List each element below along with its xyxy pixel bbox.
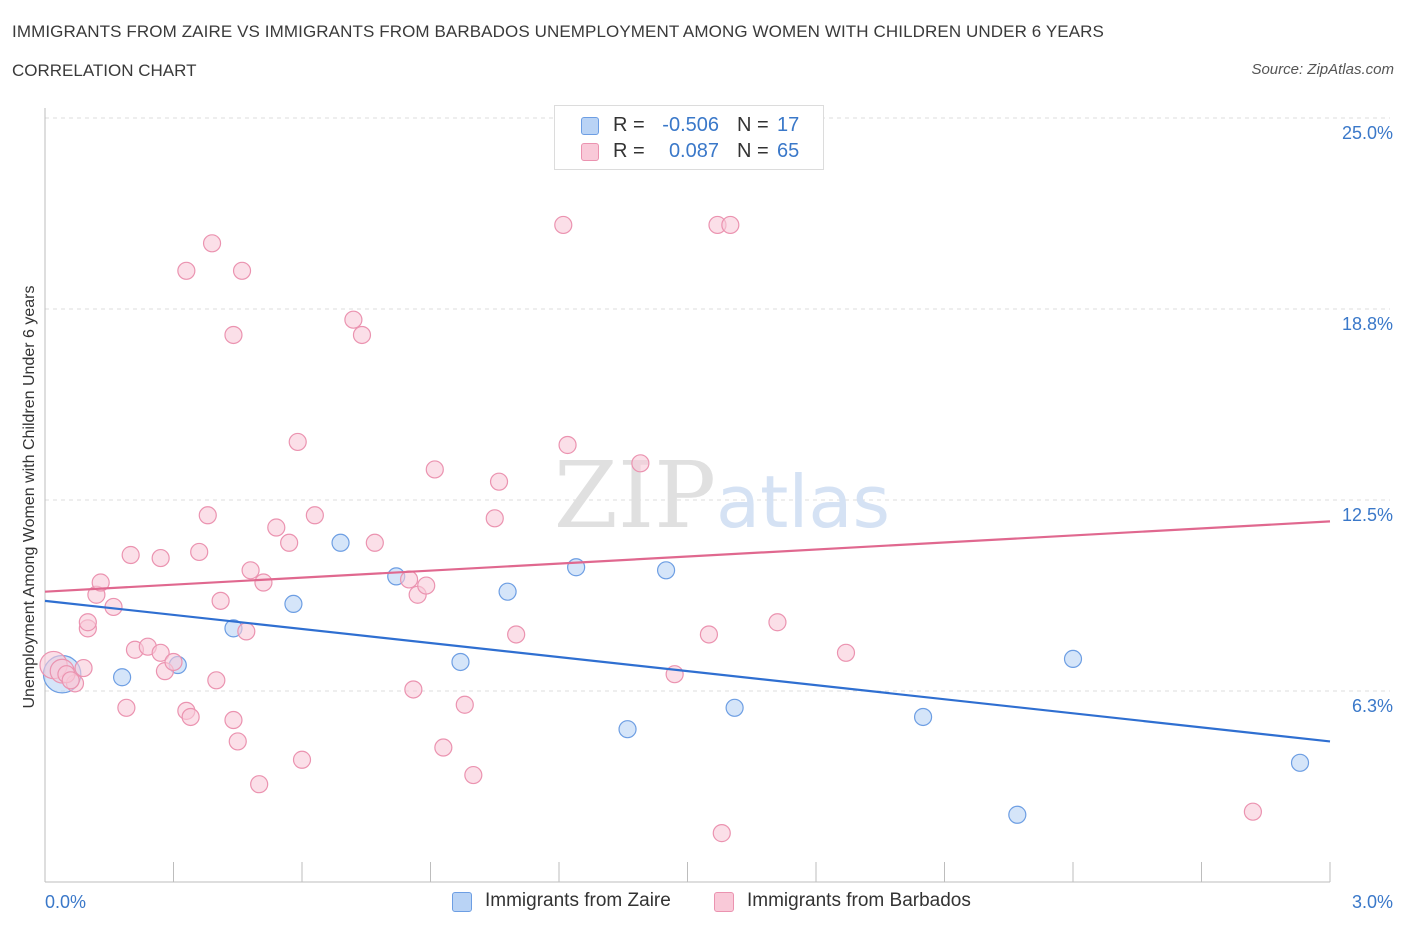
barbados-point: [198, 506, 217, 525]
r-label: R =: [613, 140, 645, 162]
barbados-point: [91, 573, 110, 592]
barbados-point: [211, 591, 230, 610]
watermark: ZIP atlas: [554, 442, 890, 549]
barbados-point: [267, 518, 286, 537]
y-tick-label: 6.3%: [1352, 696, 1393, 716]
barbados-point: [117, 698, 136, 717]
barbados-trend-line: [44, 520, 1331, 593]
r-value: -0.506: [662, 114, 719, 136]
barbados-point: [631, 454, 650, 473]
barbados-point: [404, 680, 423, 699]
barbados-point: [224, 710, 243, 730]
watermark-atlas: atlas: [716, 460, 890, 544]
zaire-point: [331, 533, 350, 552]
barbados-point: [181, 707, 200, 727]
zaire-point: [1008, 805, 1027, 824]
legend-label-zaire: Immigrants from Zaire: [485, 890, 671, 911]
y-tick-label: 25.0%: [1342, 123, 1393, 143]
barbados-point: [768, 613, 787, 632]
y-tick-label: 18.8%: [1342, 314, 1393, 334]
barbados-point: [554, 215, 573, 235]
barbados-point: [207, 671, 226, 690]
barbados-point: [699, 625, 719, 644]
barbados-point: [151, 643, 170, 662]
stats-legend: R = -0.506 N = 17 R = 0.087 N = 65: [554, 105, 824, 170]
barbados-point: [721, 215, 740, 235]
barbados-point: [177, 261, 196, 280]
barbados-point: [485, 509, 504, 528]
n-value: 17: [777, 114, 800, 136]
barbados-point: [434, 738, 453, 757]
barbados-point: [352, 325, 372, 345]
barbados-point: [1243, 802, 1263, 821]
barbados-point: [250, 775, 269, 794]
n-label: N =: [737, 140, 769, 162]
chart-title: IMMIGRANTS FROM ZAIRE VS IMMIGRANTS FROM…: [12, 22, 1104, 41]
barbados-point: [224, 325, 243, 345]
trend-lines: [44, 520, 1331, 743]
r-label: R =: [613, 114, 645, 136]
zaire-point: [1290, 753, 1310, 772]
zaire-point: [913, 707, 933, 727]
zaire-trend-line: [44, 599, 1331, 743]
n-value: 65: [777, 140, 800, 162]
zaire-point: [656, 561, 676, 580]
tick-labels: 6.3% 12.5% 18.8% 25.0% 0.0% 3.0%: [45, 123, 1393, 912]
barbados-point: [464, 765, 483, 785]
barbados-point: [417, 576, 436, 595]
barbados-point: [254, 573, 273, 592]
barbados-point: [237, 622, 256, 641]
barbados-point: [74, 658, 93, 678]
barbados-point: [305, 506, 324, 525]
barbados-legend-swatch: [714, 892, 734, 912]
barbados-point: [288, 432, 307, 452]
barbados-point: [78, 613, 97, 632]
barbados-point: [399, 570, 419, 589]
zaire-point: [618, 720, 637, 739]
barbados-point: [280, 533, 299, 552]
zaire-legend-swatch: [452, 892, 472, 912]
barbados-point: [344, 310, 363, 329]
barbados-point: [151, 548, 170, 568]
barbados-point: [425, 460, 444, 479]
axes: [44, 108, 1331, 883]
barbados-point: [61, 671, 80, 690]
x-tick-label: 0.0%: [45, 892, 86, 912]
barbados-point: [232, 261, 252, 280]
barbados-point: [164, 652, 183, 672]
zaire-swatch: [581, 117, 599, 135]
barbados-point: [558, 435, 577, 455]
data-points: [39, 215, 1310, 843]
zaire-point: [498, 582, 517, 601]
zaire-point: [725, 698, 744, 717]
barbados-point: [365, 533, 384, 552]
y-tick-label: 12.5%: [1342, 505, 1393, 525]
n-label: N =: [737, 114, 769, 136]
barbados-swatch: [581, 143, 599, 161]
zaire-point: [1063, 649, 1083, 669]
x-tick-label: 3.0%: [1352, 892, 1393, 912]
gridlines: [45, 117, 1390, 692]
barbados-point: [121, 545, 140, 565]
barbados-point: [202, 234, 222, 253]
barbados-point: [190, 542, 209, 562]
barbados-point: [712, 824, 731, 843]
legend-label-barbados: Immigrants from Barbados: [747, 890, 971, 911]
barbados-point: [836, 643, 856, 662]
barbados-point: [489, 472, 509, 491]
barbados-point: [292, 750, 312, 769]
barbados-point: [228, 732, 247, 751]
chart-subtitle: CORRELATION CHART: [12, 61, 197, 80]
zaire-point: [451, 652, 470, 672]
barbados-point: [241, 561, 260, 580]
barbados-point: [455, 695, 474, 714]
r-value: 0.087: [668, 140, 719, 162]
barbados-point: [507, 625, 526, 644]
source-credit: Source: ZipAtlas.com: [1251, 61, 1394, 78]
zaire-point: [112, 668, 132, 687]
zaire-point: [284, 594, 303, 614]
